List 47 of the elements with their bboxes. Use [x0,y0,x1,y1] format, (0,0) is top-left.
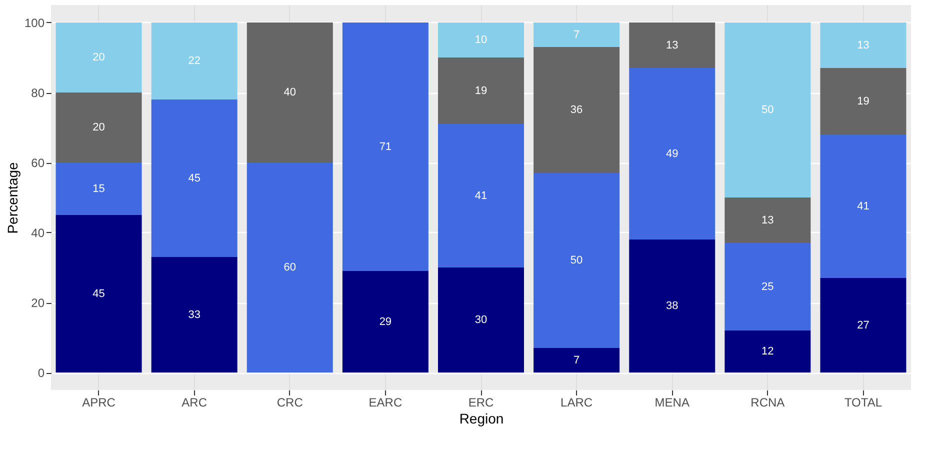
data-label: 12 [762,346,774,358]
data-label: 19 [857,95,870,108]
data-label: 60 [284,262,296,274]
data-label: 50 [570,254,583,266]
data-label: 15 [92,182,105,195]
data-label: 40 [284,86,296,98]
data-label: 10 [474,34,488,46]
data-label: 71 [379,140,392,153]
y-tick-label: 40 [31,226,45,240]
data-label: 22 [188,55,200,67]
x-axis-title: Region [459,410,504,426]
data-label: 30 [474,314,488,326]
data-label: 7 [573,28,580,41]
x-tick-label: LARC [560,396,593,410]
x-tick-label: CRC [276,396,304,410]
y-tick-label: 0 [38,366,45,380]
x-tick-label: APRC [82,396,116,410]
data-label: 36 [570,104,583,116]
data-label: 33 [188,308,200,321]
x-tick-label: ARC [182,396,208,410]
x-tick-label: RCNA [750,396,785,410]
data-label: 41 [474,190,488,202]
x-tick-label: EARC [368,396,402,410]
data-label: 13 [857,39,870,52]
data-label: 45 [92,288,105,300]
data-label: 13 [762,214,774,226]
data-label: 20 [92,52,105,64]
data-label: 49 [666,148,678,160]
data-label: 45 [188,172,200,184]
data-label: 13 [666,39,678,52]
y-tick-label: 80 [31,86,45,100]
data-label: 25 [762,280,774,293]
data-label: 7 [573,354,580,366]
x-tick-label: TOTAL [844,396,882,410]
data-label: 50 [762,104,774,116]
x-tick-label: MENA [654,396,690,410]
y-tick-label: 60 [31,156,45,170]
x-tick-label: ERC [468,396,494,410]
data-label: 29 [379,316,392,328]
data-label: 19 [474,84,488,97]
data-label: 20 [92,122,105,134]
data-label: 38 [666,300,678,312]
data-label: 41 [857,200,870,212]
y-tick-label: 100 [24,16,45,30]
y-axis-title: Percentage [4,162,20,234]
y-tick-label: 20 [31,296,45,310]
data-label: 27 [857,319,870,332]
